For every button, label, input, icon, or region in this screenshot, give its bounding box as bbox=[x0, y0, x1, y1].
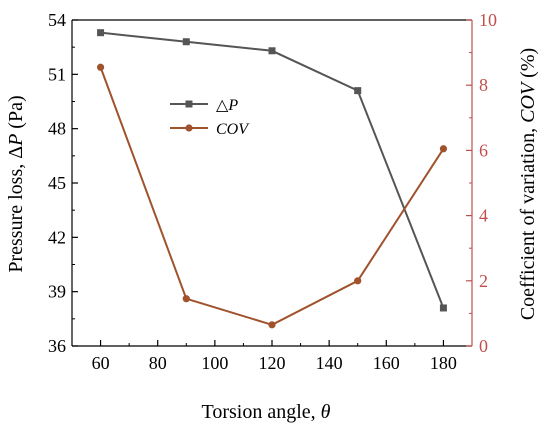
legend-marker-2 bbox=[185, 124, 193, 132]
right-tick-label: 4 bbox=[479, 206, 488, 226]
legend: △P COV bbox=[170, 97, 250, 138]
series-1-point bbox=[97, 29, 105, 37]
left-tick-label: 48 bbox=[48, 119, 66, 139]
left-axis-ticks: 36 39 42 45 48 51 54 bbox=[48, 10, 78, 356]
right-tick-label: 10 bbox=[479, 10, 497, 30]
right-axis-title: Coefficient of variation, COV (%) bbox=[517, 48, 539, 320]
right-axis-ticks: 0 2 4 6 8 10 bbox=[466, 10, 497, 356]
left-axis-title-text: Pressure loss, Δ bbox=[5, 146, 27, 273]
legend-label-symbol: COV bbox=[216, 121, 250, 138]
left-tick-label: 54 bbox=[48, 10, 66, 30]
x-tick-label: 180 bbox=[430, 353, 457, 373]
right-axis-title-symbol: COV bbox=[517, 80, 539, 123]
x-tick-label: 140 bbox=[316, 353, 343, 373]
series-2-point bbox=[439, 145, 448, 153]
left-tick-label: 45 bbox=[48, 173, 66, 193]
series-2-point bbox=[268, 321, 276, 329]
series-2-point bbox=[182, 295, 190, 303]
left-axis-title: Pressure loss, ΔP (Pa) bbox=[5, 95, 27, 272]
left-tick-label: 51 bbox=[48, 64, 66, 84]
x-tick-label: 100 bbox=[201, 353, 228, 373]
series-line-1 bbox=[100, 31, 445, 309]
right-axis-title-unit: (%) bbox=[517, 48, 539, 83]
series-1-point bbox=[182, 38, 190, 46]
x-axis-title: Torsion angle, θ bbox=[202, 401, 331, 423]
left-axis-title-unit: (Pa) bbox=[5, 95, 27, 133]
x-axis-title-symbol: θ bbox=[321, 401, 331, 423]
left-axis-title-symbol: P bbox=[5, 134, 27, 147]
left-tick-label: 42 bbox=[48, 227, 66, 247]
legend-marker-1 bbox=[185, 100, 193, 108]
series-1-point bbox=[268, 47, 276, 55]
legend-label-symbol: P bbox=[227, 97, 238, 114]
legend-label-prefix: △ bbox=[216, 97, 229, 114]
x-tick-label: 60 bbox=[92, 353, 110, 373]
x-tick-label: 80 bbox=[149, 353, 167, 373]
series-2-point bbox=[96, 63, 105, 71]
series-2-point bbox=[354, 277, 362, 285]
series-1-point bbox=[439, 304, 447, 312]
x-tick-label: 120 bbox=[259, 353, 286, 373]
legend-label-2: COV bbox=[216, 121, 250, 138]
right-axis-title-text: Coefficient of variation, bbox=[517, 123, 539, 320]
series-line-2 bbox=[99, 66, 445, 326]
plot-frame bbox=[71, 19, 473, 347]
right-tick-label: 6 bbox=[479, 140, 488, 160]
legend-label-1: △P bbox=[216, 97, 238, 114]
x-tick-label: 160 bbox=[373, 353, 400, 373]
x-axis-title-text: Torsion angle, bbox=[202, 401, 321, 423]
left-tick-label: 39 bbox=[48, 282, 66, 302]
x-axis-ticks: 60 80 100 120 140 160 180 bbox=[71, 340, 457, 373]
series-1-point bbox=[354, 87, 362, 95]
right-tick-label: 0 bbox=[479, 336, 488, 356]
series-layer bbox=[96, 29, 448, 329]
right-tick-label: 2 bbox=[479, 271, 488, 291]
left-tick-label: 36 bbox=[48, 336, 66, 356]
right-tick-label: 8 bbox=[479, 75, 488, 95]
